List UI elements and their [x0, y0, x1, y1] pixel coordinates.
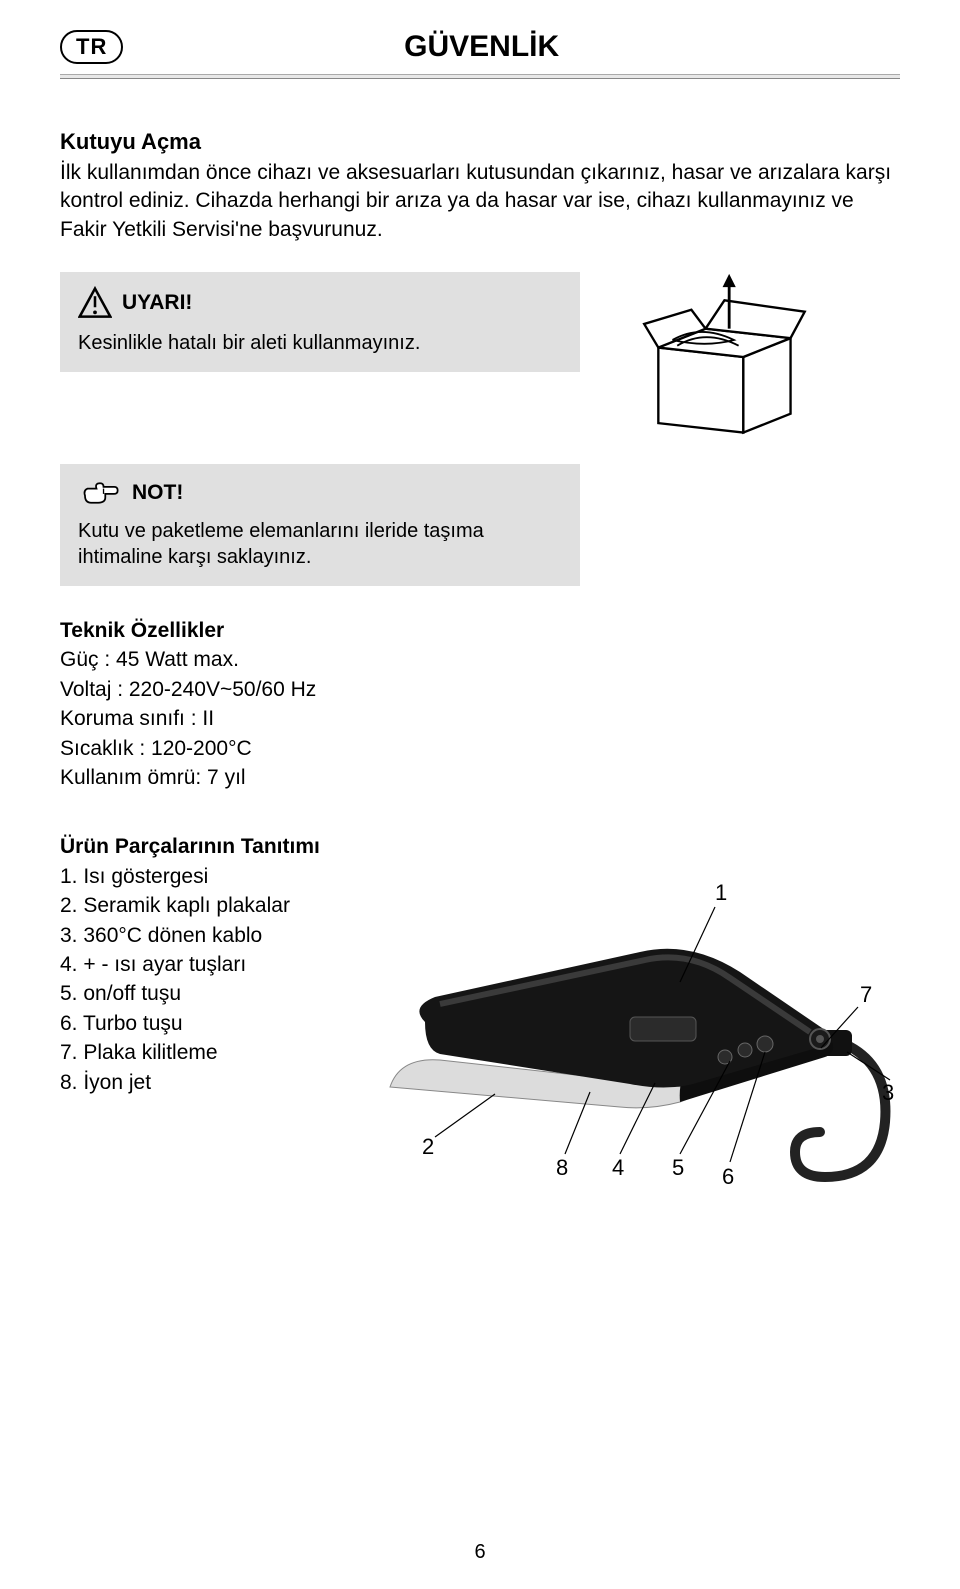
- note-callout: NOT! Kutu ve paketleme elemanlarını iler…: [60, 464, 580, 586]
- unboxing-heading: Kutuyu Açma: [60, 129, 900, 155]
- parts-item: 5. on/off tuşu: [60, 979, 360, 1008]
- parts-item: 3. 360°C dönen kablo: [60, 921, 360, 950]
- hair-straightener-illustration: 1 2 3 4 5 6 7 8: [380, 832, 900, 1192]
- warning-text: Kesinlikle hatalı bir aleti kullanmayını…: [78, 330, 562, 356]
- warning-row: UYARI! Kesinlikle hatalı bir aleti kulla…: [60, 272, 900, 442]
- figure-callout-3: 3: [882, 1080, 894, 1105]
- figure-callout-2: 2: [422, 1134, 434, 1159]
- parts-item: 8. İyon jet: [60, 1068, 360, 1097]
- figure-callout-1: 1: [715, 880, 727, 905]
- note-text: Kutu ve paketleme elemanlarını ileride t…: [78, 518, 562, 570]
- figure-callout-7: 7: [860, 982, 872, 1007]
- note-label: NOT!: [132, 481, 183, 505]
- parts-row: Ürün Parçalarının Tanıtımı 1. Isı göster…: [60, 832, 900, 1197]
- parts-item: 7. Plaka kilitleme: [60, 1038, 360, 1067]
- tech-specs: Teknik Özellikler Güç : 45 Watt max. Vol…: [60, 616, 900, 792]
- warning-callout: UYARI! Kesinlikle hatalı bir aleti kulla…: [60, 272, 580, 372]
- specs-item: Voltaj : 220-240V~50/60 Hz: [60, 675, 900, 704]
- specs-item: Güç : 45 Watt max.: [60, 645, 900, 674]
- specs-heading: Teknik Özellikler: [60, 616, 900, 645]
- page-title: GÜVENLİK: [63, 30, 900, 64]
- parts-list: Ürün Parçalarının Tanıtımı 1. Isı göster…: [60, 832, 360, 1097]
- section-unboxing: Kutuyu Açma İlk kullanımdan önce cihazı …: [60, 129, 900, 244]
- pointing-hand-icon: [78, 478, 122, 508]
- parts-heading: Ürün Parçalarının Tanıtımı: [60, 832, 360, 861]
- figure-callout-4: 4: [612, 1155, 624, 1180]
- open-box-icon: [620, 272, 810, 442]
- page-number: 6: [0, 1541, 960, 1564]
- parts-item: 1. Isı göstergesi: [60, 862, 360, 891]
- specs-item: Kullanım ömrü: 7 yıl: [60, 763, 900, 792]
- title-underline: [60, 74, 900, 79]
- parts-item: 2. Seramik kaplı plakalar: [60, 891, 360, 920]
- warning-label: UYARI!: [122, 291, 192, 315]
- figure-callout-5: 5: [672, 1155, 684, 1180]
- specs-item: Koruma sınıfı : II: [60, 704, 900, 733]
- parts-item: 6. Turbo tuşu: [60, 1009, 360, 1038]
- product-figure: 1 2 3 4 5 6 7 8: [380, 832, 900, 1197]
- page-header: TR GÜVENLİK: [60, 30, 900, 64]
- unboxing-text: İlk kullanımdan önce cihazı ve aksesuarl…: [60, 159, 900, 244]
- figure-callout-6: 6: [722, 1164, 734, 1189]
- warning-triangle-icon: [78, 286, 112, 320]
- parts-item: 4. + - ısı ayar tuşları: [60, 950, 360, 979]
- figure-callout-8: 8: [556, 1155, 568, 1180]
- specs-item: Sıcaklık : 120-200°C: [60, 734, 900, 763]
